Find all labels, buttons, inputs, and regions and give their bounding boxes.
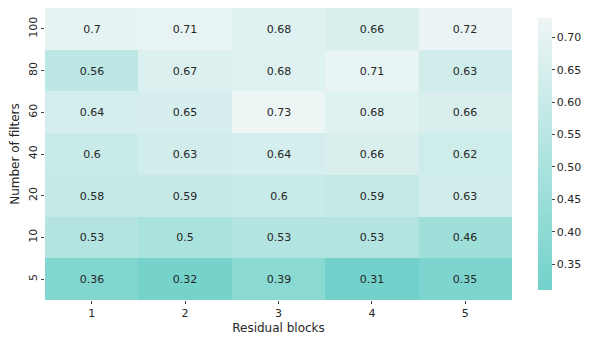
svg-text:0.64: 0.64: [80, 106, 105, 119]
svg-text:3: 3: [275, 307, 282, 320]
svg-text:0.71: 0.71: [173, 23, 198, 36]
svg-text:0.5: 0.5: [176, 231, 194, 244]
svg-text:0.68: 0.68: [360, 106, 385, 119]
svg-text:0.31: 0.31: [360, 273, 385, 286]
svg-text:Number of filters: Number of filters: [8, 103, 22, 205]
svg-text:0.35: 0.35: [453, 273, 478, 286]
svg-text:Residual blocks: Residual blocks: [232, 321, 325, 335]
svg-text:0.32: 0.32: [173, 273, 198, 286]
svg-text:0.7: 0.7: [83, 23, 101, 36]
svg-text:0.53: 0.53: [267, 231, 292, 244]
svg-text:0.63: 0.63: [173, 148, 198, 161]
svg-text:0.40: 0.40: [557, 226, 582, 239]
svg-text:20: 20: [27, 187, 40, 201]
svg-text:0.6: 0.6: [270, 190, 288, 203]
svg-text:1: 1: [88, 307, 95, 320]
svg-text:4: 4: [368, 307, 375, 320]
svg-text:0.63: 0.63: [453, 65, 478, 78]
svg-text:100: 100: [27, 17, 40, 38]
svg-text:0.65: 0.65: [173, 106, 198, 119]
svg-text:0.53: 0.53: [80, 231, 105, 244]
svg-text:0.71: 0.71: [360, 65, 385, 78]
svg-text:0.6: 0.6: [83, 148, 101, 161]
svg-text:0.55: 0.55: [557, 128, 582, 141]
svg-text:0.50: 0.50: [557, 161, 582, 174]
svg-text:80: 80: [27, 62, 40, 76]
svg-text:0.45: 0.45: [557, 193, 582, 206]
svg-text:0.68: 0.68: [267, 23, 292, 36]
svg-text:0.73: 0.73: [267, 106, 292, 119]
svg-text:0.46: 0.46: [453, 231, 478, 244]
svg-text:0.72: 0.72: [453, 23, 478, 36]
svg-text:10: 10: [27, 229, 40, 243]
svg-text:0.66: 0.66: [360, 148, 385, 161]
svg-text:0.68: 0.68: [267, 65, 292, 78]
svg-text:0.56: 0.56: [80, 65, 105, 78]
svg-text:0.58: 0.58: [80, 190, 105, 203]
svg-text:0.63: 0.63: [453, 190, 478, 203]
svg-text:0.62: 0.62: [453, 148, 478, 161]
svg-text:0.64: 0.64: [267, 148, 292, 161]
svg-text:0.35: 0.35: [557, 258, 582, 271]
svg-text:0.36: 0.36: [80, 273, 105, 286]
svg-text:0.70: 0.70: [557, 31, 582, 44]
svg-text:0.39: 0.39: [267, 273, 292, 286]
svg-text:0.65: 0.65: [557, 64, 582, 77]
svg-text:0.67: 0.67: [173, 65, 198, 78]
svg-text:5: 5: [462, 307, 469, 320]
svg-text:0.59: 0.59: [360, 190, 385, 203]
svg-text:0.66: 0.66: [360, 23, 385, 36]
svg-text:2: 2: [182, 307, 189, 320]
svg-text:40: 40: [27, 145, 40, 159]
svg-text:0.59: 0.59: [173, 190, 198, 203]
svg-text:0.53: 0.53: [360, 231, 385, 244]
svg-text:0.60: 0.60: [557, 96, 582, 109]
svg-text:0.66: 0.66: [453, 106, 478, 119]
svg-text:60: 60: [27, 104, 40, 118]
svg-text:5: 5: [27, 274, 40, 281]
